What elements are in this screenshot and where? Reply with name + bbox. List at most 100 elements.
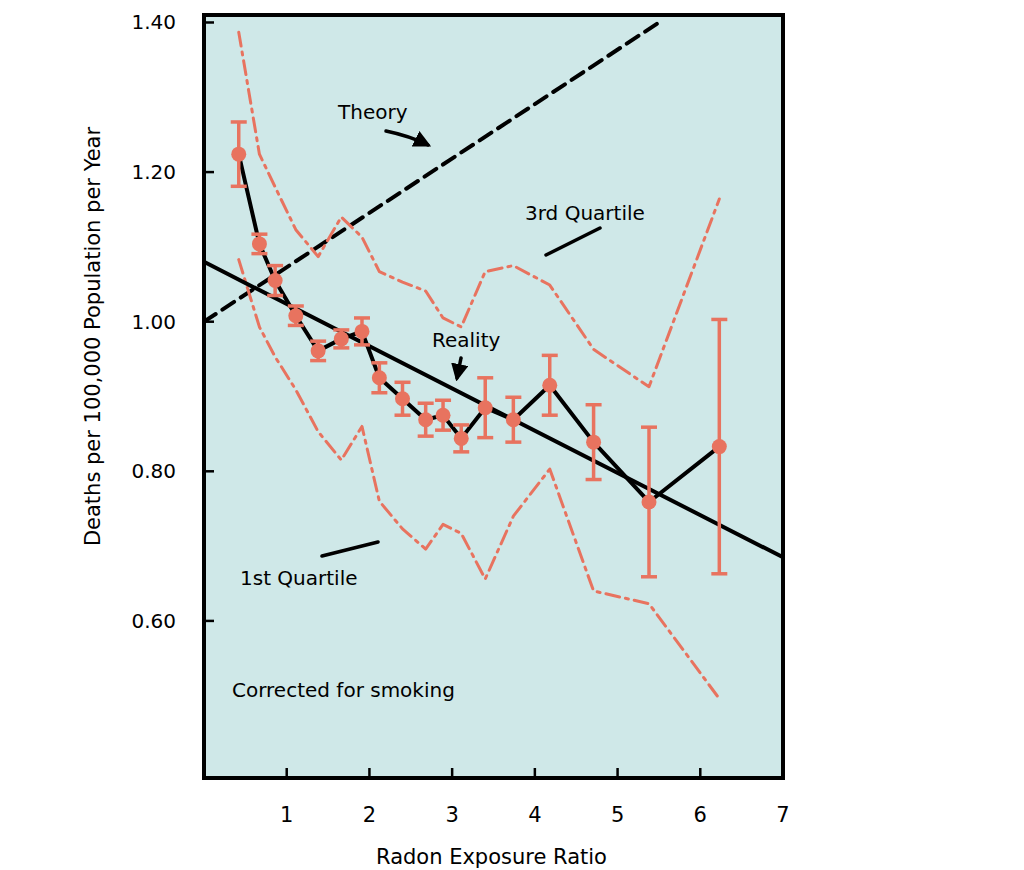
- data-point: [354, 324, 369, 339]
- error-cap: [231, 185, 247, 189]
- x-tick-label: 1: [280, 803, 293, 827]
- y-tick: [204, 171, 214, 174]
- error-cap: [251, 232, 267, 236]
- series-label: 1st Quartile: [240, 566, 358, 590]
- data-point: [288, 308, 303, 323]
- y-tick: [204, 620, 214, 623]
- error-cap: [267, 294, 283, 298]
- error-cap: [288, 324, 304, 328]
- error-cap: [586, 478, 602, 482]
- plot-background: [204, 15, 783, 778]
- error-cap: [267, 264, 283, 268]
- error-cap: [371, 391, 387, 395]
- error-cap: [505, 440, 521, 444]
- error-bar: [251, 234, 267, 253]
- x-tick-label: 2: [363, 803, 376, 827]
- error-cap: [371, 361, 387, 365]
- y-axis-label: Deaths per 100,000 Population per Year: [81, 127, 105, 547]
- error-cap: [395, 381, 411, 385]
- error-bar: [586, 405, 602, 480]
- data-point: [478, 400, 493, 415]
- data-point: [642, 494, 657, 509]
- error-cap: [395, 413, 411, 417]
- error-cap: [435, 398, 451, 402]
- series-line: [239, 154, 720, 502]
- error-bar: [711, 319, 727, 573]
- frame: [204, 15, 783, 778]
- error-cap: [711, 318, 727, 322]
- error-cap: [231, 120, 247, 124]
- series-line: [239, 32, 720, 387]
- y-tick: [204, 21, 214, 24]
- label-pointer: [322, 542, 378, 556]
- y-tick: [204, 320, 214, 323]
- error-cap: [251, 252, 267, 256]
- error-bar: [477, 378, 493, 438]
- error-cap: [542, 354, 558, 358]
- error-cap: [453, 423, 469, 427]
- error-cap: [586, 403, 602, 407]
- error-bar: [310, 341, 326, 360]
- label-pointer: [386, 131, 428, 145]
- error-bar: [542, 355, 558, 415]
- error-bar: [641, 427, 657, 577]
- x-axis-label: Radon Exposure Ratio: [376, 845, 607, 869]
- error-cap: [641, 425, 657, 429]
- error-cap: [333, 346, 349, 350]
- data-point: [231, 147, 246, 162]
- y-tick-label: 1.40: [131, 10, 176, 34]
- data-point: [395, 391, 410, 406]
- error-cap: [288, 304, 304, 308]
- label-pointer: [546, 228, 600, 255]
- x-tick: [699, 768, 702, 778]
- error-cap: [333, 328, 349, 332]
- x-tick-label: 6: [694, 803, 707, 827]
- y-tick-label: 1.00: [131, 310, 176, 334]
- error-bar: [267, 266, 283, 296]
- error-bar: [333, 330, 349, 348]
- error-cap: [418, 434, 434, 438]
- y-tick-label: 0.60: [131, 609, 176, 633]
- data-point: [334, 331, 349, 346]
- error-cap: [435, 428, 451, 432]
- error-cap: [641, 575, 657, 579]
- data-point: [311, 343, 326, 358]
- error-bar: [435, 400, 451, 430]
- series-label: Theory: [337, 100, 408, 124]
- x-tick-label: 4: [528, 803, 541, 827]
- chart: 12345670.600.801.001.201.40Radon Exposur…: [0, 0, 1024, 870]
- plot-area: [204, 22, 783, 698]
- x-tick: [782, 768, 785, 778]
- y-tick-label: 1.20: [131, 160, 176, 184]
- error-cap: [310, 339, 326, 343]
- x-tick: [451, 768, 454, 778]
- error-cap: [477, 436, 493, 440]
- data-point: [268, 273, 283, 288]
- data-point: [454, 431, 469, 446]
- data-point: [712, 439, 727, 454]
- error-cap: [711, 572, 727, 576]
- x-tick: [368, 768, 371, 778]
- error-cap: [477, 376, 493, 380]
- series-label: 3rd Quartile: [525, 201, 645, 225]
- error-bar: [453, 425, 469, 452]
- annotation: Corrected for smoking: [232, 678, 455, 702]
- data-point: [372, 370, 387, 385]
- y-tick-label: 0.80: [131, 459, 176, 483]
- error-cap: [354, 316, 370, 320]
- error-cap: [542, 413, 558, 417]
- data-point: [436, 408, 451, 423]
- y-tick: [204, 470, 214, 473]
- data-point: [506, 412, 521, 427]
- error-cap: [505, 395, 521, 399]
- series-line: [239, 260, 720, 699]
- x-tick-label: 3: [445, 803, 458, 827]
- x-tick: [534, 768, 537, 778]
- data-point: [542, 378, 557, 393]
- data-point: [586, 435, 601, 450]
- error-bar: [288, 306, 304, 325]
- x-tick: [285, 768, 288, 778]
- data-point: [252, 236, 267, 251]
- error-bar: [395, 382, 411, 415]
- data-point: [418, 412, 433, 427]
